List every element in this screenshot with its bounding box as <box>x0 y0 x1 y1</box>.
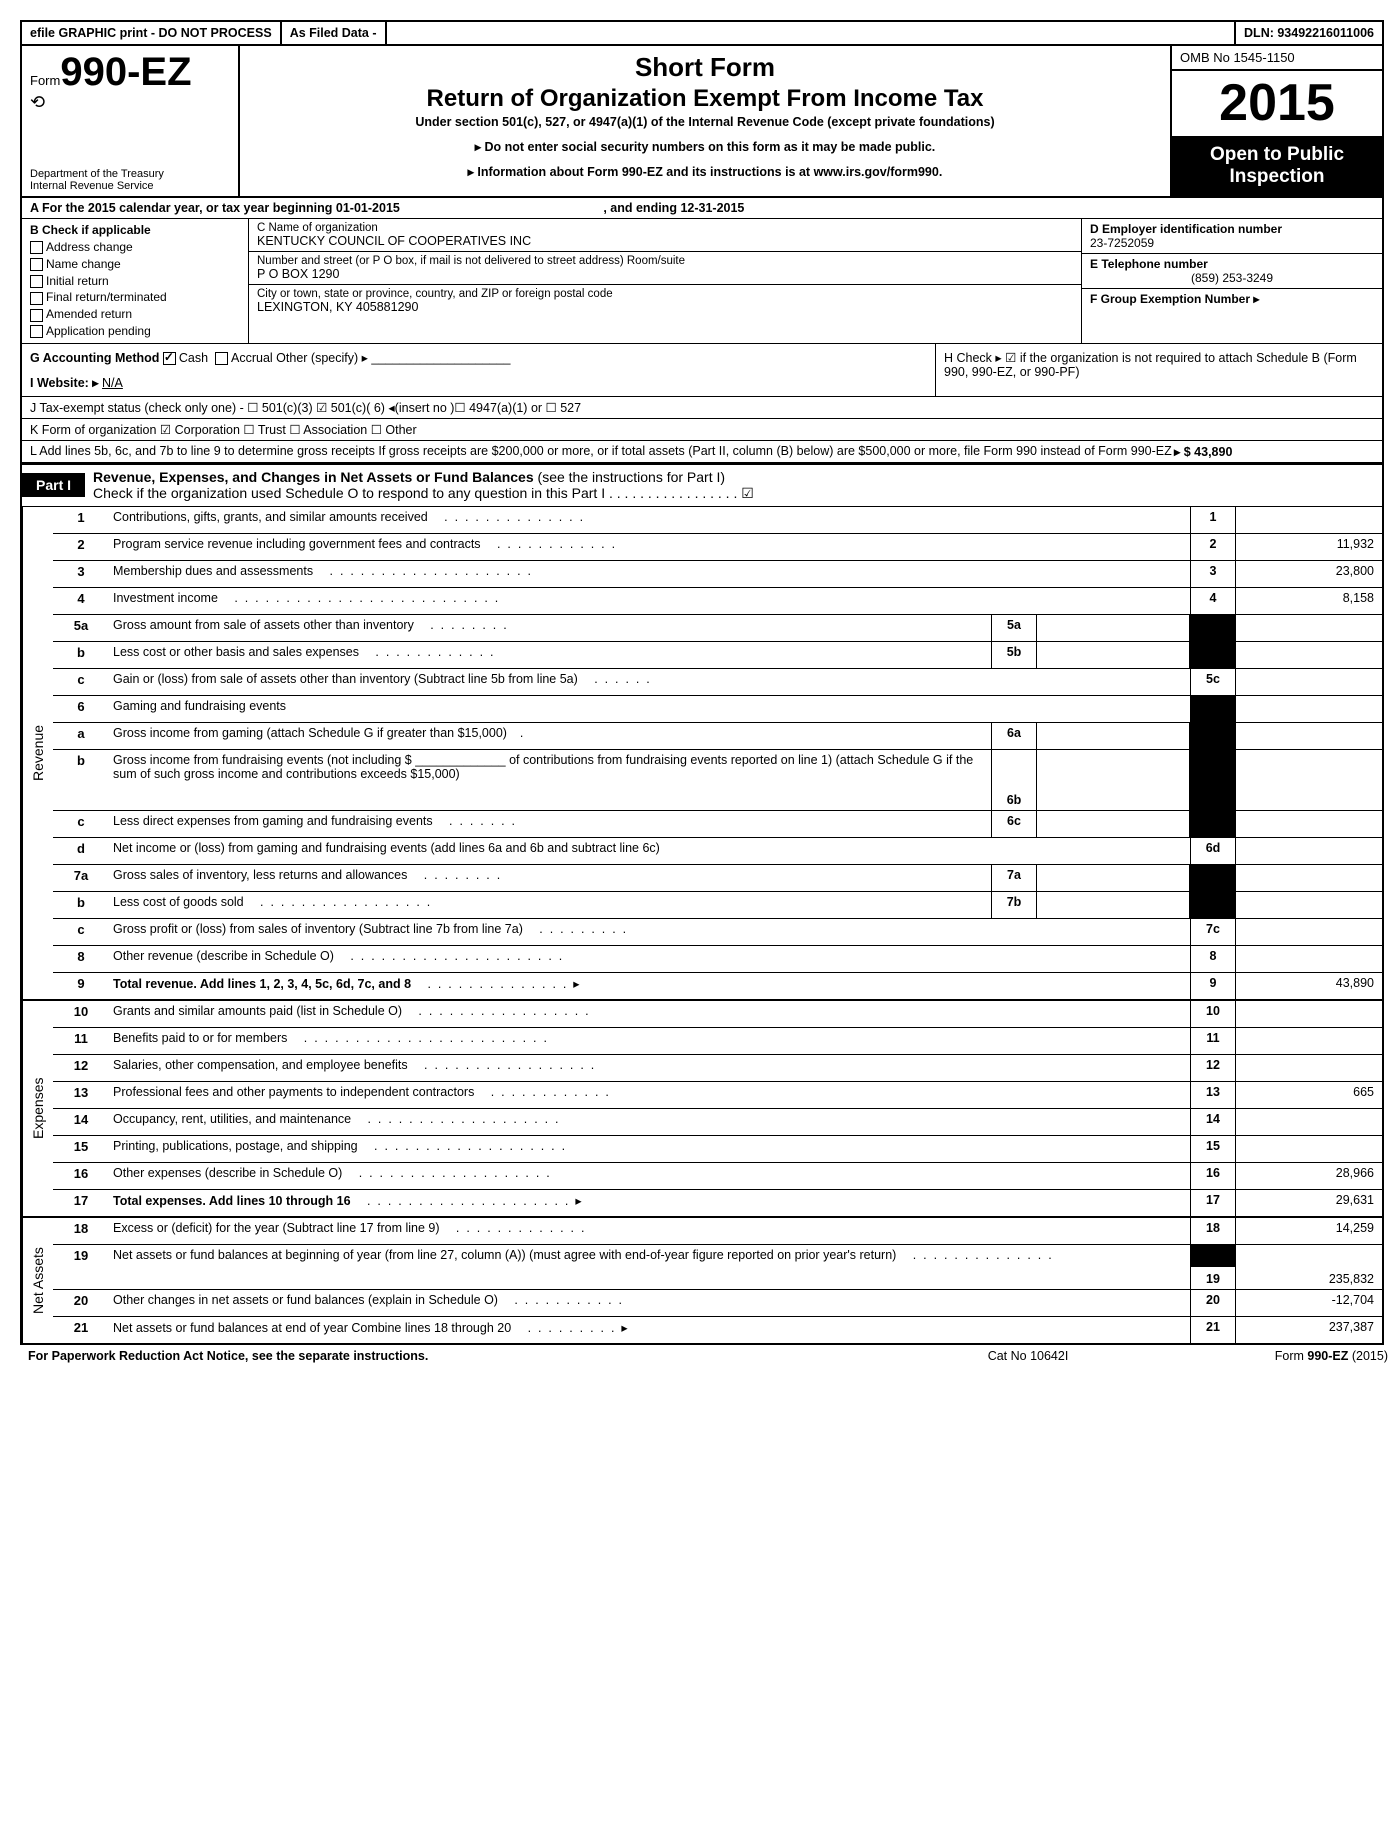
line-6: 6 Gaming and fundraising events <box>53 696 1382 723</box>
topbar-dln: DLN: 93492216011006 <box>1234 22 1382 44</box>
org-street-cell: Number and street (or P O box, if mail i… <box>249 252 1081 285</box>
net-assets-section: Net Assets 18 Excess or (deficit) for th… <box>22 1216 1382 1343</box>
dept-info: Department of the Treasury Internal Reve… <box>30 168 230 192</box>
year-col: OMB No 1545-1150 2015 Open to Public Ins… <box>1172 46 1382 196</box>
line-11: 11 Benefits paid to or for members . . .… <box>53 1028 1382 1055</box>
part-1-title: Revenue, Expenses, and Changes in Net As… <box>85 465 762 506</box>
line-7c: c Gross profit or (loss) from sales of i… <box>53 919 1382 946</box>
revenue-section: Revenue 1 Contributions, gifts, grants, … <box>22 507 1382 999</box>
side-net-assets: Net Assets <box>22 1218 53 1343</box>
row-l-gross-receipts: L Add lines 5b, 6c, and 7b to line 9 to … <box>22 441 1382 463</box>
line-5b: b Less cost or other basis and sales exp… <box>53 642 1382 669</box>
line-6a: a Gross income from gaming (attach Sched… <box>53 723 1382 750</box>
line-9: 9 Total revenue. Add lines 1, 2, 3, 4, 5… <box>53 973 1382 999</box>
topbar-mid: As Filed Data - <box>282 22 387 44</box>
warning-1: ▸ Do not enter social security numbers o… <box>250 139 1160 154</box>
form-number: Form990-EZ <box>30 52 230 92</box>
line-6c: c Less direct expenses from gaming and f… <box>53 811 1382 838</box>
line-7b: b Less cost of goods sold . . . . . . . … <box>53 892 1382 919</box>
line-2: 2 Program service revenue including gove… <box>53 534 1382 561</box>
org-city-cell: City or town, state or province, country… <box>249 285 1081 317</box>
line-8: 8 Other revenue (describe in Schedule O)… <box>53 946 1382 973</box>
header: Form990-EZ ⟲ Department of the Treasury … <box>22 46 1382 198</box>
line-3: 3 Membership dues and assessments . . . … <box>53 561 1382 588</box>
line-10: 10 Grants and similar amounts paid (list… <box>53 1001 1382 1028</box>
accounting-method: G Accounting Method Cash Accrual Other (… <box>22 344 935 396</box>
part-1-tag: Part I <box>22 473 85 497</box>
cb-accrual[interactable] <box>215 352 228 365</box>
form-number-col: Form990-EZ ⟲ Department of the Treasury … <box>22 46 240 196</box>
group-exemption-cell: F Group Exemption Number ▸ <box>1082 289 1382 309</box>
line-14: 14 Occupancy, rent, utilities, and maint… <box>53 1109 1382 1136</box>
row-i-website: I Website: ▸ N/A <box>30 375 927 390</box>
side-expenses: Expenses <box>22 1001 53 1216</box>
col-de: D Employer identification number 23-7252… <box>1082 219 1382 343</box>
warning-2: ▸ Information about Form 990-EZ and its … <box>250 164 1160 179</box>
cb-address-change[interactable]: Address change <box>30 239 240 256</box>
line-15: 15 Printing, publications, postage, and … <box>53 1136 1382 1163</box>
org-name-cell: C Name of organization KENTUCKY COUNCIL … <box>249 219 1081 252</box>
cb-cash[interactable] <box>163 352 176 365</box>
cb-final-return[interactable]: Final return/terminated <box>30 289 240 306</box>
main-title: Return of Organization Exempt From Incom… <box>250 85 1160 113</box>
open-public: Open to Public Inspection <box>1172 136 1382 196</box>
form-page: efile GRAPHIC print - DO NOT PROCESS As … <box>20 20 1384 1345</box>
short-form-title: Short Form <box>250 52 1160 83</box>
cb-application-pending[interactable]: Application pending <box>30 323 240 340</box>
omb-number: OMB No 1545-1150 <box>1172 46 1382 71</box>
line-5a: 5a Gross amount from sale of assets othe… <box>53 615 1382 642</box>
line-17: 17 Total expenses. Add lines 10 through … <box>53 1190 1382 1216</box>
footer-cat: Cat No 10642I <box>888 1349 1168 1363</box>
line-1: 1 Contributions, gifts, grants, and simi… <box>53 507 1382 534</box>
line-18: 18 Excess or (deficit) for the year (Sub… <box>53 1218 1382 1245</box>
topbar-left: efile GRAPHIC print - DO NOT PROCESS <box>22 22 282 44</box>
tax-year: 2015 <box>1172 71 1382 136</box>
expenses-section: Expenses 10 Grants and similar amounts p… <box>22 999 1382 1216</box>
line-13: 13 Professional fees and other payments … <box>53 1082 1382 1109</box>
line-5c: c Gain or (loss) from sale of assets oth… <box>53 669 1382 696</box>
identity-block: B Check if applicable Address change Nam… <box>22 219 1382 344</box>
row-j-tax-exempt: J Tax-exempt status (check only one) - ☐… <box>22 397 1382 419</box>
line-21: 21 Net assets or fund balances at end of… <box>53 1317 1382 1343</box>
line-6d: d Net income or (loss) from gaming and f… <box>53 838 1382 865</box>
line-16: 16 Other expenses (describe in Schedule … <box>53 1163 1382 1190</box>
tel-cell: E Telephone number (859) 253-3249 <box>1082 254 1382 289</box>
irs-link[interactable]: www.irs.gov/form990 <box>814 165 939 179</box>
row-gh: G Accounting Method Cash Accrual Other (… <box>22 344 1382 397</box>
footer-notice: For Paperwork Reduction Act Notice, see … <box>28 1349 888 1363</box>
side-revenue: Revenue <box>22 507 53 999</box>
title-col: Short Form Return of Organization Exempt… <box>240 46 1172 196</box>
part-1-header: Part I Revenue, Expenses, and Changes in… <box>22 463 1382 507</box>
ein-cell: D Employer identification number 23-7252… <box>1082 219 1382 254</box>
recycle-icon: ⟲ <box>30 92 230 113</box>
cb-initial-return[interactable]: Initial return <box>30 273 240 290</box>
col-b-checkboxes: B Check if applicable Address change Nam… <box>22 219 249 343</box>
line-12: 12 Salaries, other compensation, and emp… <box>53 1055 1382 1082</box>
line-4: 4 Investment income . . . . . . . . . . … <box>53 588 1382 615</box>
line-19: 19 Net assets or fund balances at beginn… <box>53 1245 1382 1290</box>
footer: For Paperwork Reduction Act Notice, see … <box>20 1345 1396 1363</box>
schedule-b-check: H Check ▸ ☑ if the organization is not r… <box>935 344 1382 396</box>
col-c-org-info: C Name of organization KENTUCKY COUNCIL … <box>249 219 1082 343</box>
cb-amended-return[interactable]: Amended return <box>30 306 240 323</box>
topbar: efile GRAPHIC print - DO NOT PROCESS As … <box>22 22 1382 46</box>
subtitle: Under section 501(c), 527, or 4947(a)(1)… <box>250 115 1160 129</box>
line-6b: b Gross income from fundraising events (… <box>53 750 1382 811</box>
row-a-tax-year: A For the 2015 calendar year, or tax yea… <box>22 198 1382 219</box>
row-k-form-org: K Form of organization ☑ Corporation ☐ T… <box>22 419 1382 441</box>
footer-form: Form 990-EZ (2015) <box>1168 1349 1388 1363</box>
cb-name-change[interactable]: Name change <box>30 256 240 273</box>
line-20: 20 Other changes in net assets or fund b… <box>53 1290 1382 1317</box>
line-7a: 7a Gross sales of inventory, less return… <box>53 865 1382 892</box>
